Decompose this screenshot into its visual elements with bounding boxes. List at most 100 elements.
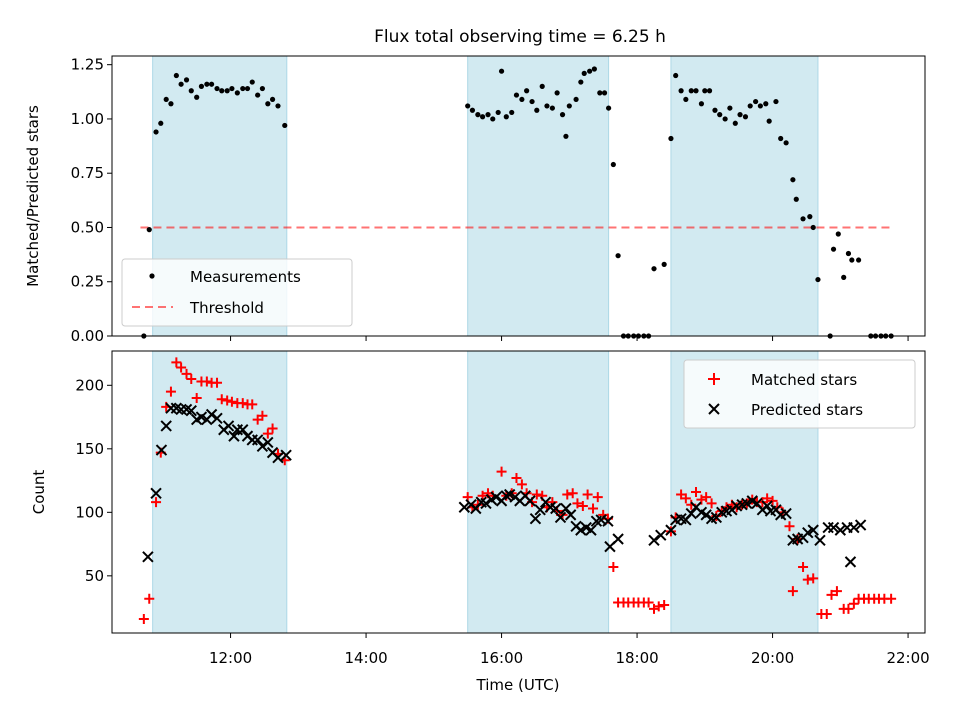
- measurement-point: [204, 81, 210, 87]
- measurement-point: [742, 114, 749, 120]
- measurement-point: [234, 90, 240, 96]
- observing-window: [467, 350, 610, 634]
- predicted-star-point: [272, 451, 284, 464]
- counts-x-axis: 12:00 14:00 16:00 18:00 20:00 22:00: [209, 633, 930, 667]
- figure-title: Flux total observing time = 6.25 h: [374, 27, 666, 47]
- measurement-point: [702, 88, 708, 94]
- measurement-point: [188, 88, 194, 94]
- measurement-point: [810, 224, 816, 231]
- measurement-point: [475, 112, 481, 118]
- measurement-point: [668, 135, 674, 142]
- x-tick-label: 16:00: [480, 649, 523, 667]
- counts-plot-frame: [111, 350, 926, 634]
- measurement-point: [606, 105, 612, 111]
- counts-y-tick-label: 100: [75, 503, 104, 521]
- measurement-point: [722, 116, 728, 122]
- measurement-point: [194, 94, 200, 100]
- counts-panel: 50 100 150 200 12:00 14:00 16:00 18:00 20:00 22:…: [30, 350, 930, 694]
- measurement-point: [800, 216, 806, 222]
- ratio-y-tick-label: 0.25: [71, 273, 104, 291]
- matched-star-point: [826, 589, 837, 600]
- observing-window: [670, 55, 819, 337]
- measurement-point: [244, 85, 251, 92]
- measurement-point: [524, 88, 530, 94]
- predicted-star-point: [480, 497, 492, 510]
- matched-star-point: [201, 376, 212, 387]
- ratio-legend: Measurements Threshold: [121, 258, 353, 327]
- ratio-plot-frame: [111, 55, 926, 337]
- measurement-point: [259, 85, 266, 92]
- matched-star-point: [802, 574, 813, 585]
- matched-star-point: [653, 601, 664, 612]
- measurement-point: [519, 96, 525, 103]
- counts-legend: Matched stars Predicted stars: [683, 359, 916, 429]
- predicted-star-point: [585, 524, 597, 536]
- measurement-point: [173, 72, 179, 79]
- predicted-star-point: [529, 512, 542, 525]
- measurement-point: [678, 88, 684, 94]
- observing-window: [467, 55, 610, 337]
- measurement-point: [214, 85, 220, 92]
- predicted-star-point: [648, 534, 660, 546]
- measurement-point: [554, 90, 560, 96]
- predicted-star-point: [834, 524, 847, 536]
- measurement-point: [807, 214, 813, 220]
- measurement-point: [219, 88, 225, 94]
- matched-star-point: [216, 394, 227, 405]
- predicted-star-point: [844, 556, 857, 568]
- measurement-point: [498, 68, 505, 74]
- measurement-point: [265, 101, 271, 107]
- x-tick-label: 12:00: [209, 649, 252, 667]
- measurement-point: [747, 103, 753, 109]
- measurement-point: [495, 109, 501, 116]
- matched-star-point: [577, 500, 588, 511]
- predicted-star-point: [458, 501, 471, 513]
- x-tick-label: 22:00: [886, 649, 929, 667]
- measurement-point: [661, 261, 667, 267]
- matched-star-point: [151, 497, 162, 508]
- x-tick-label: 14:00: [344, 649, 387, 667]
- legend-measurement-marker: [149, 273, 155, 279]
- measurement-point: [255, 92, 261, 98]
- measurement-point: [240, 85, 246, 92]
- measurement-point: [563, 133, 569, 139]
- matched-star-point: [516, 479, 527, 490]
- predicted-star-point: [256, 440, 269, 452]
- counts-y-tick-label: 200: [75, 376, 104, 394]
- predicted-star-point: [700, 509, 712, 521]
- predicted-star-point: [150, 487, 162, 499]
- matched-star-point: [165, 386, 176, 397]
- matched-star-point: [843, 603, 854, 614]
- measurement-point: [683, 96, 689, 103]
- matched-star-point: [848, 598, 859, 609]
- predicted-star-point: [185, 404, 197, 417]
- legend-predicted-marker: [708, 403, 720, 415]
- predicted-star-point: [761, 500, 773, 512]
- measurement-point: [587, 68, 593, 74]
- matched-star-point: [247, 399, 258, 410]
- matched-star-point: [572, 498, 583, 509]
- predicted-star-points: [142, 402, 867, 568]
- measurement-point: [534, 107, 540, 113]
- matched-star-point: [767, 495, 778, 506]
- matched-star-point: [267, 423, 278, 434]
- predicted-star-point: [142, 551, 154, 563]
- predicted-star-point: [534, 504, 546, 516]
- x-axis-label: Time (UTC): [476, 676, 560, 694]
- predicted-star-point: [827, 521, 840, 534]
- measurement-point: [183, 77, 190, 83]
- measurement-point: [544, 103, 550, 109]
- measurement-point: [849, 257, 855, 263]
- matched-star-point: [222, 395, 233, 406]
- matched-star-point: [592, 492, 603, 503]
- measurement-point: [578, 79, 584, 85]
- measurement-point: [835, 231, 841, 237]
- matched-star-point: [531, 489, 542, 500]
- matched-star-point: [582, 489, 593, 500]
- measurement-point: [698, 101, 705, 107]
- predicted-star-point: [524, 495, 536, 507]
- predicted-star-point: [655, 529, 667, 541]
- measurement-point: [610, 161, 616, 168]
- measurement-point: [673, 72, 679, 79]
